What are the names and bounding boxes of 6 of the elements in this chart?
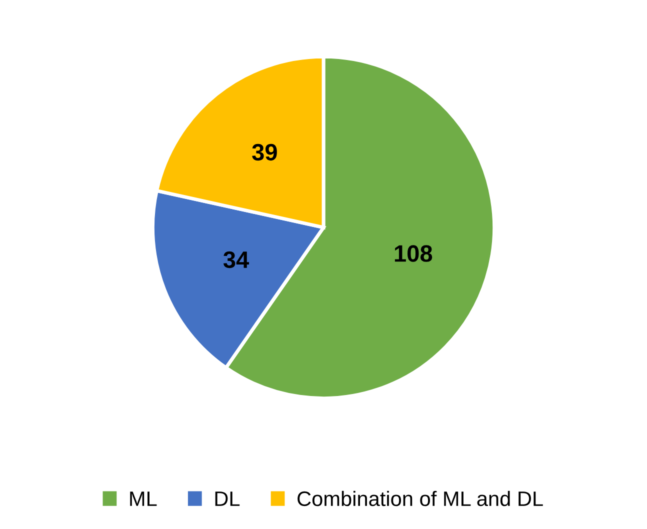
legend-label: Combination of ML and DL — [298, 490, 543, 506]
data-label: 39 — [252, 144, 277, 161]
legend-label: DL — [215, 492, 240, 506]
legend-label: ML — [130, 492, 157, 506]
data-label: 108 — [394, 245, 432, 262]
data-label: 34 — [223, 251, 250, 268]
